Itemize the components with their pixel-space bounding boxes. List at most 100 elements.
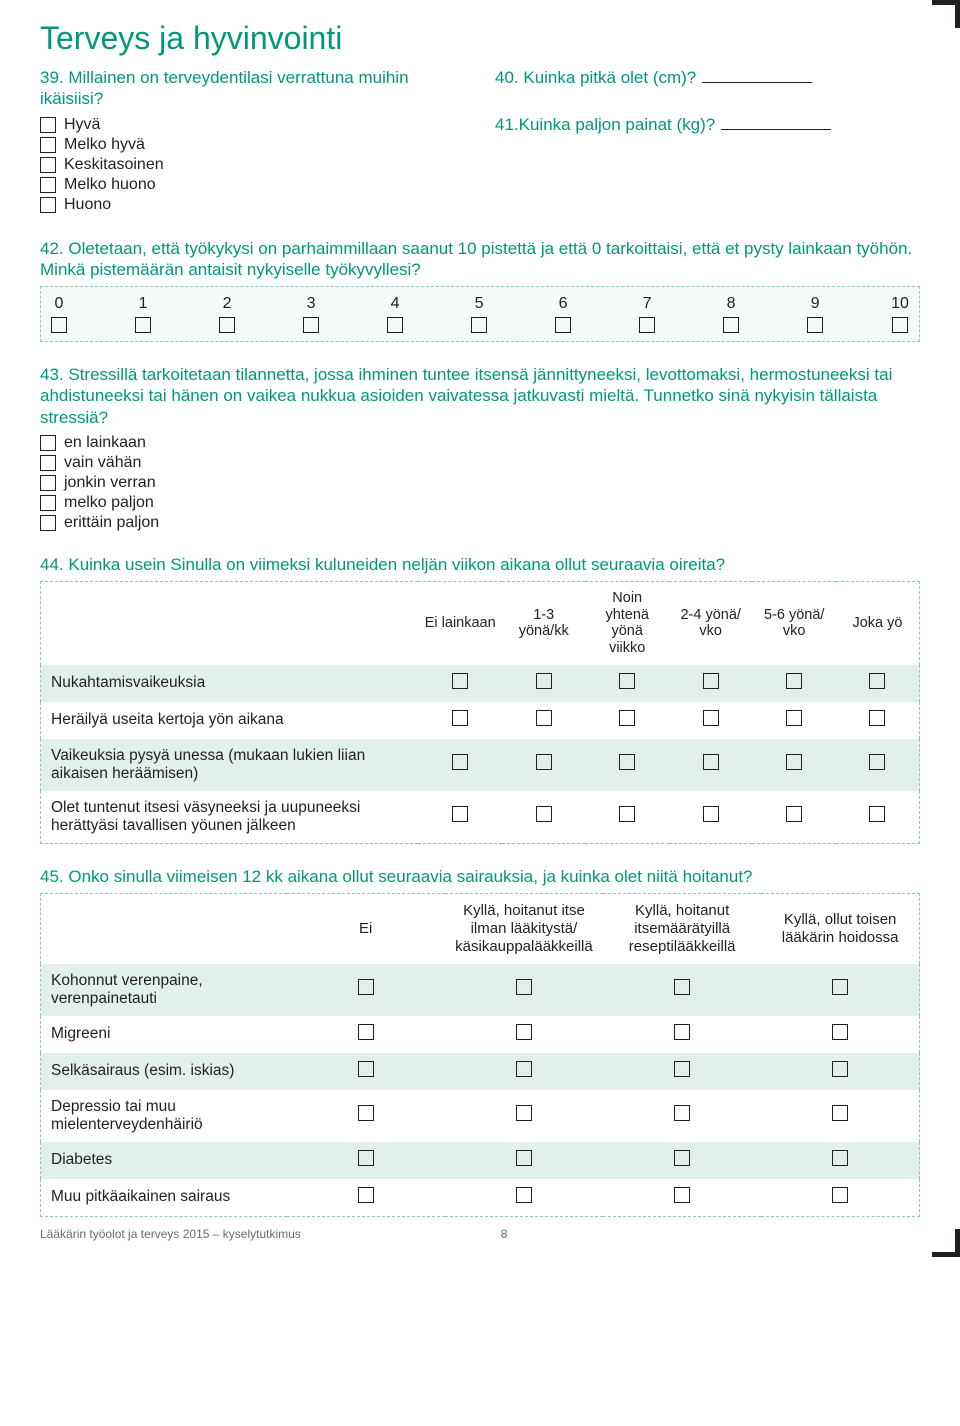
scale-cell[interactable]: 9 xyxy=(807,295,823,333)
checkbox-icon[interactable] xyxy=(51,317,67,333)
checkbox-icon[interactable] xyxy=(674,1105,690,1121)
checkbox-icon[interactable] xyxy=(619,754,635,770)
checkbox-icon[interactable] xyxy=(869,754,885,770)
checkbox-icon[interactable] xyxy=(786,754,802,770)
checkbox-icon[interactable] xyxy=(786,673,802,689)
checkbox-icon[interactable] xyxy=(358,1105,374,1121)
option-label: vain vähän xyxy=(64,454,141,472)
checkbox-icon[interactable] xyxy=(536,754,552,770)
scale-cell[interactable]: 5 xyxy=(471,295,487,333)
checkbox-icon[interactable] xyxy=(536,710,552,726)
scale-cell[interactable]: 3 xyxy=(303,295,319,333)
checkbox-icon[interactable] xyxy=(516,1105,532,1121)
scale-number: 2 xyxy=(223,295,232,313)
q39-option[interactable]: Melko hyvä xyxy=(40,136,465,154)
q43-option[interactable]: vain vähän xyxy=(40,454,920,472)
checkbox-icon[interactable] xyxy=(516,1150,532,1166)
checkbox-icon[interactable] xyxy=(40,117,56,133)
scale-cell[interactable]: 10 xyxy=(891,295,909,333)
checkbox-icon[interactable] xyxy=(516,979,532,995)
scale-cell[interactable]: 2 xyxy=(219,295,235,333)
checkbox-icon[interactable] xyxy=(387,317,403,333)
q45-row: Selkäsairaus (esim. iskias) xyxy=(41,1053,920,1090)
q44-header: Ei lainkaan xyxy=(418,582,502,665)
checkbox-icon[interactable] xyxy=(639,317,655,333)
checkbox-icon[interactable] xyxy=(674,1061,690,1077)
q45-cell xyxy=(603,1053,761,1090)
checkbox-icon[interactable] xyxy=(723,317,739,333)
checkbox-icon[interactable] xyxy=(40,157,56,173)
checkbox-icon[interactable] xyxy=(674,1150,690,1166)
checkbox-icon[interactable] xyxy=(358,1024,374,1040)
q39-option[interactable]: Melko huono xyxy=(40,176,465,194)
checkbox-icon[interactable] xyxy=(40,177,56,193)
checkbox-icon[interactable] xyxy=(40,435,56,451)
checkbox-icon[interactable] xyxy=(516,1024,532,1040)
checkbox-icon[interactable] xyxy=(471,317,487,333)
checkbox-icon[interactable] xyxy=(358,1150,374,1166)
checkbox-icon[interactable] xyxy=(219,317,235,333)
q43-option[interactable]: en lainkaan xyxy=(40,434,920,452)
q41-input-line[interactable] xyxy=(721,114,831,130)
checkbox-icon[interactable] xyxy=(40,475,56,491)
scale-cell[interactable]: 4 xyxy=(387,295,403,333)
scale-cell[interactable]: 8 xyxy=(723,295,739,333)
scale-cell[interactable]: 7 xyxy=(639,295,655,333)
checkbox-icon[interactable] xyxy=(832,1150,848,1166)
checkbox-icon[interactable] xyxy=(619,673,635,689)
checkbox-icon[interactable] xyxy=(786,710,802,726)
checkbox-icon[interactable] xyxy=(703,806,719,822)
q43-option[interactable]: jonkin verran xyxy=(40,474,920,492)
checkbox-icon[interactable] xyxy=(869,673,885,689)
checkbox-icon[interactable] xyxy=(703,754,719,770)
checkbox-icon[interactable] xyxy=(869,710,885,726)
scale-cell[interactable]: 1 xyxy=(135,295,151,333)
checkbox-icon[interactable] xyxy=(358,1061,374,1077)
option-label: erittäin paljon xyxy=(64,514,159,532)
q44-cell xyxy=(752,702,836,739)
checkbox-icon[interactable] xyxy=(832,1187,848,1203)
checkbox-icon[interactable] xyxy=(303,317,319,333)
q39-option[interactable]: Keskitasoinen xyxy=(40,156,465,174)
scale-cell[interactable]: 6 xyxy=(555,295,571,333)
checkbox-icon[interactable] xyxy=(40,495,56,511)
q39-option[interactable]: Huono xyxy=(40,196,465,214)
checkbox-icon[interactable] xyxy=(40,137,56,153)
checkbox-icon[interactable] xyxy=(892,317,908,333)
q43-option[interactable]: melko paljon xyxy=(40,494,920,512)
checkbox-icon[interactable] xyxy=(40,455,56,471)
checkbox-icon[interactable] xyxy=(703,673,719,689)
checkbox-icon[interactable] xyxy=(40,197,56,213)
checkbox-icon[interactable] xyxy=(452,754,468,770)
checkbox-icon[interactable] xyxy=(536,806,552,822)
checkbox-icon[interactable] xyxy=(452,710,468,726)
checkbox-icon[interactable] xyxy=(832,1105,848,1121)
checkbox-icon[interactable] xyxy=(358,1187,374,1203)
scale-cell[interactable]: 0 xyxy=(51,295,67,333)
checkbox-icon[interactable] xyxy=(832,1061,848,1077)
checkbox-icon[interactable] xyxy=(555,317,571,333)
checkbox-icon[interactable] xyxy=(452,806,468,822)
checkbox-icon[interactable] xyxy=(40,515,56,531)
checkbox-icon[interactable] xyxy=(516,1187,532,1203)
checkbox-icon[interactable] xyxy=(832,979,848,995)
q45-cell xyxy=(287,1179,445,1217)
checkbox-icon[interactable] xyxy=(452,673,468,689)
checkbox-icon[interactable] xyxy=(786,806,802,822)
checkbox-icon[interactable] xyxy=(807,317,823,333)
checkbox-icon[interactable] xyxy=(832,1024,848,1040)
checkbox-icon[interactable] xyxy=(516,1061,532,1077)
q43-option[interactable]: erittäin paljon xyxy=(40,514,920,532)
checkbox-icon[interactable] xyxy=(619,710,635,726)
checkbox-icon[interactable] xyxy=(674,979,690,995)
q39-option[interactable]: Hyvä xyxy=(40,116,465,134)
checkbox-icon[interactable] xyxy=(674,1024,690,1040)
checkbox-icon[interactable] xyxy=(674,1187,690,1203)
checkbox-icon[interactable] xyxy=(135,317,151,333)
q40-input-line[interactable] xyxy=(702,67,812,83)
checkbox-icon[interactable] xyxy=(619,806,635,822)
checkbox-icon[interactable] xyxy=(703,710,719,726)
checkbox-icon[interactable] xyxy=(358,979,374,995)
checkbox-icon[interactable] xyxy=(869,806,885,822)
checkbox-icon[interactable] xyxy=(536,673,552,689)
